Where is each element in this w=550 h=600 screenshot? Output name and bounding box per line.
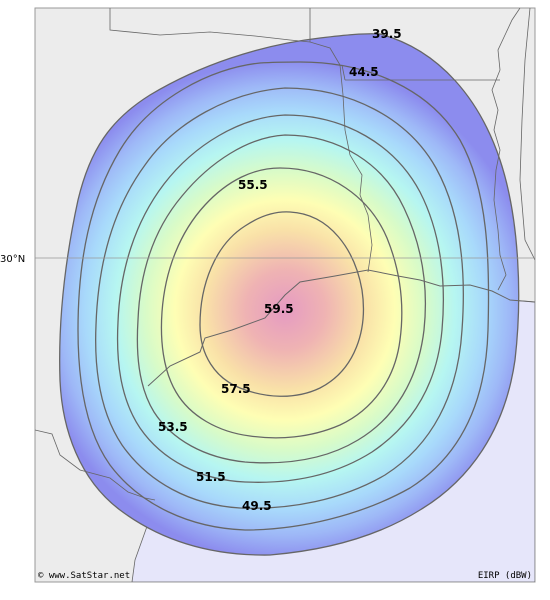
mexico-border — [35, 429, 156, 501]
contour-51-5 — [116, 114, 444, 483]
contour-label-49-5: 49.5 — [242, 499, 272, 513]
units-label: EIRP (dBW) — [478, 571, 532, 581]
sabine-river-border — [339, 64, 373, 273]
contour-label-53-5: 53.5 — [158, 420, 188, 434]
contour-label-55-5: 55.5 — [238, 178, 268, 192]
mississippi-alabama-border — [519, 8, 535, 261]
latitude-label: 30°N — [0, 254, 25, 265]
contour-49-5 — [95, 87, 464, 509]
contour-label-39-5: 39.5 — [372, 27, 402, 41]
coastline — [147, 269, 535, 387]
contour-label-51-5: 51.5 — [196, 470, 226, 484]
mississippi-river — [491, 8, 521, 291]
contour-53-5 — [136, 134, 427, 464]
contour-label-59-5: 59.5 — [264, 302, 294, 316]
contour-44-5 — [77, 61, 490, 531]
contour-57-5 — [199, 211, 365, 397]
contour-55-5 — [160, 167, 403, 439]
texas-oklahoma-border — [109, 8, 341, 66]
contour-label-57-5: 57.5 — [221, 382, 251, 396]
beam-footprint — [59, 33, 520, 556]
credit-text: © www.SatStar.net — [38, 571, 130, 581]
arkansas-border — [309, 8, 346, 81]
contour-label-44-5: 44.5 — [349, 65, 379, 79]
